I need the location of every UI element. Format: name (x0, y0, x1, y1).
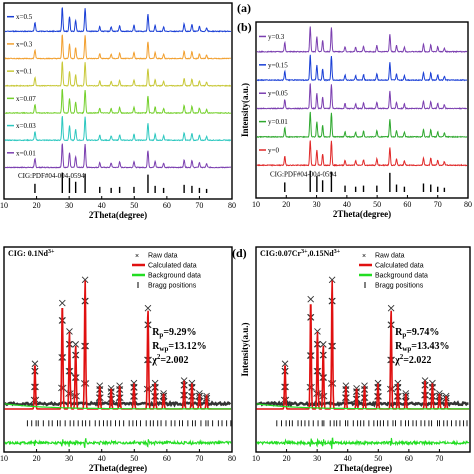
x-tick-label: 60 (405, 454, 413, 463)
series-label: y=0.15 (268, 61, 288, 69)
x-tick-label: 60 (163, 201, 171, 210)
x-axis-label: 2Theta(degree) (89, 210, 147, 220)
pattern-line (257, 112, 467, 137)
x-axis-label: 2Theta(degree) (89, 463, 147, 473)
legend-raw-marker: × (135, 253, 139, 260)
x-tick-label: 40 (344, 454, 352, 463)
reference-label: CIG:PDF#04-004-0594 (270, 170, 337, 178)
reference-label: CIG:PDF#04-004-0594 (18, 172, 85, 180)
x-tick-label: 80 (228, 454, 236, 463)
pattern-line (5, 89, 231, 113)
x-tick-label: 40 (98, 454, 106, 463)
x-tick-label: 80 (464, 200, 472, 209)
raw-data-point (308, 296, 314, 302)
x-tick-label: 60 (403, 200, 411, 209)
x-axis-label: 2Theta(degree) (334, 463, 392, 473)
pattern-line (5, 8, 231, 32)
raw-data-point (59, 300, 65, 306)
series-label: x=0.5 (16, 13, 33, 21)
x-tick-label: 50 (130, 201, 138, 210)
x-tick-label: 10 (0, 201, 8, 210)
x-tick-label: 40 (343, 200, 351, 209)
panel-title: CIG: 0.1Nd3+ (8, 249, 55, 258)
x-tick-label: 50 (374, 454, 382, 463)
y-axis-label: Intensity(a.u.) (240, 83, 250, 137)
rp-value: Rp=9.29% (152, 327, 196, 339)
raw-data-point (388, 305, 394, 311)
series-label: x=0.1 (16, 68, 33, 76)
x-tick-label: 20 (283, 454, 291, 463)
pattern-line (257, 141, 467, 166)
raw-data-baseline (257, 403, 469, 406)
legend-entry: Background data (148, 273, 201, 280)
rwp-value: Rwp=13.12% (152, 341, 206, 353)
plot-frame (4, 3, 232, 199)
legend-entry: Raw data (148, 253, 178, 260)
x-tick-label: 70 (435, 454, 443, 463)
series-label: y=0 (268, 147, 279, 155)
x-tick-label: 50 (130, 454, 138, 463)
x-tick-label: 10 (0, 454, 8, 463)
legend-entry: Bragg positions (148, 283, 197, 290)
chi2-value: χ2=2.022 (394, 353, 431, 366)
rp-value: Rp=9.74% (395, 327, 439, 339)
legend-entry: Calculated data (375, 263, 424, 270)
series-label: y=0.05 (268, 90, 288, 98)
x-tick-label: 20 (33, 201, 41, 210)
panel-fit: 10 20 30 40 50 60 70 2Theta(degree) Intensity(a.… (232, 246, 470, 473)
series-label: x=0.07 (16, 95, 36, 103)
series-label: x=0.03 (16, 122, 36, 130)
legend-raw-marker: × (362, 253, 366, 260)
raw-data-point (145, 305, 151, 311)
x-tick-label: 40 (98, 201, 106, 210)
panel-fit: 10 20 30 40 50 60 70 80 2Theta(degree) CIG: 0.1Nd… (0, 247, 236, 473)
x-axis-label: 2Theta(degree) (333, 209, 391, 219)
panel-(b): 10 20 30 40 50 60 70 80 2Theta(degree) Intensity(… (237, 20, 472, 219)
pattern-line (257, 27, 467, 53)
legend-entry: Calculated data (148, 263, 197, 270)
series-label: x=0.3 (16, 40, 33, 48)
x-tick-label: 50 (373, 200, 381, 209)
series-label: y=0.3 (268, 33, 285, 41)
x-tick-label: 70 (195, 201, 203, 210)
x-tick-label: 20 (33, 454, 41, 463)
x-tick-label: 30 (65, 454, 73, 463)
x-tick-label: 30 (313, 454, 321, 463)
x-tick-label: 60 (163, 454, 171, 463)
raw-data-baseline (5, 403, 231, 406)
x-tick-label: 10 (252, 200, 260, 209)
pattern-line (5, 144, 231, 168)
series-label: x=0.01 (16, 149, 36, 157)
pattern-line (257, 55, 467, 81)
y-axis-label: Intensity(a.u.) (240, 322, 250, 376)
x-tick-label: 70 (195, 454, 203, 463)
x-tick-label: 70 (434, 200, 442, 209)
pattern-line (5, 116, 231, 141)
rwp-value: Rwp=13.43% (395, 341, 449, 353)
legend-entry: Bragg positions (375, 283, 424, 290)
x-tick-label: 30 (313, 200, 321, 209)
legend-entry: Raw data (375, 253, 405, 260)
x-tick-label: 30 (65, 201, 73, 210)
x-tick-label: 10 (252, 454, 260, 463)
legend-entry: Background data (375, 273, 428, 280)
panel-label: (b) (237, 20, 252, 34)
difference-line (5, 438, 231, 448)
panel-(a): 10 20 30 40 50 60 70 80 2Theta(degree) (a) CIG:PDF… (0, 1, 251, 220)
chi2-value: χ2=2.002 (151, 353, 188, 366)
pattern-line (5, 35, 231, 59)
pattern-line (257, 83, 467, 108)
pattern-line (5, 62, 231, 87)
series-label: y=0.01 (268, 118, 288, 126)
difference-line (257, 438, 469, 449)
panel-label: (a) (237, 1, 251, 15)
panel-label: (d) (232, 246, 247, 260)
panel-title: CIG:0.07Cr3+,0.15Nd3+ (260, 249, 341, 258)
x-tick-label: 20 (282, 200, 290, 209)
x-tick-label: 80 (228, 201, 236, 210)
